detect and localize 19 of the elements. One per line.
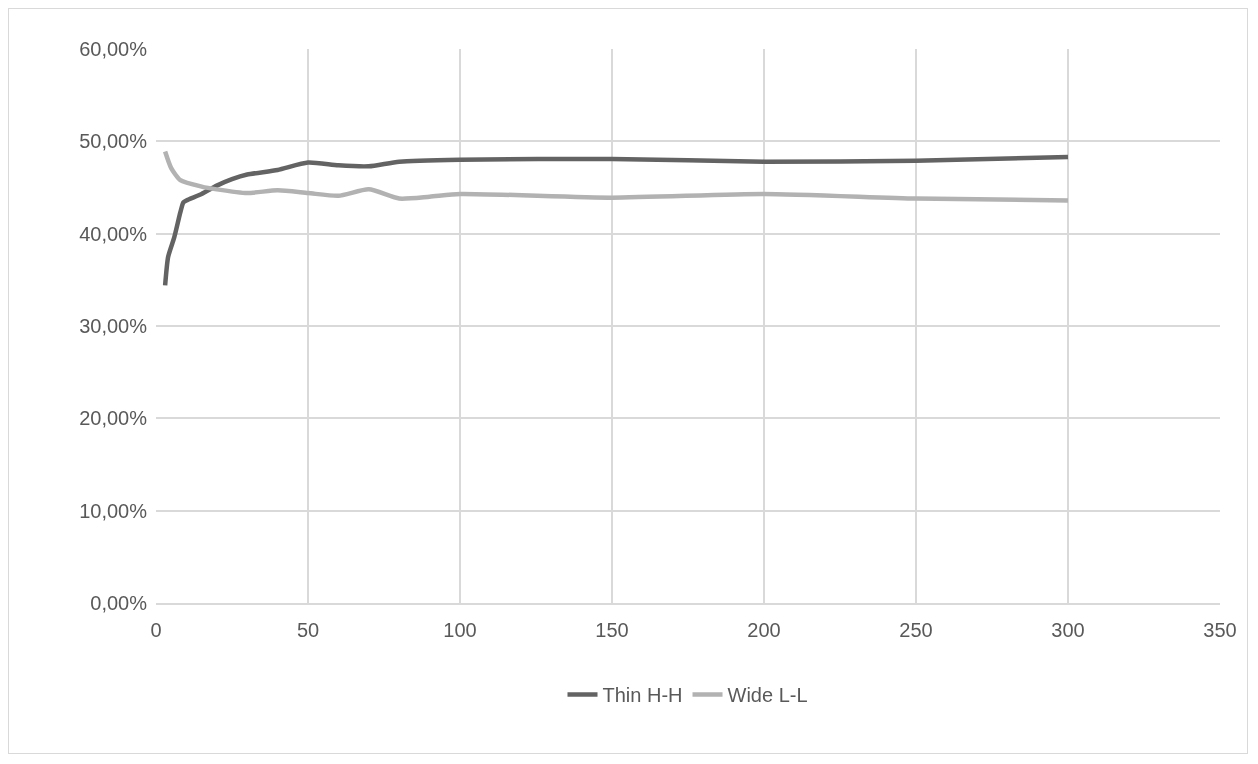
legend-label: Thin H-H — [602, 684, 683, 707]
y-tick-label: 50,00% — [79, 130, 148, 153]
x-tick-label: 100 — [443, 619, 477, 641]
y-tick-label: 20,00% — [79, 407, 148, 430]
line-series — [162, 154, 1071, 288]
x-tick-label: 0 — [150, 619, 162, 641]
line-series — [162, 149, 1071, 203]
y-tick-label: 30,00% — [79, 315, 148, 337]
y-tick-label: 10,00% — [79, 499, 148, 522]
x-tick-label: 250 — [899, 619, 933, 641]
x-tick-label: 200 — [747, 619, 781, 641]
x-tick-label: 50 — [296, 619, 320, 641]
y-tick-label: 0,00% — [90, 592, 148, 614]
y-tick-label: 60,00% — [79, 38, 148, 60]
x-tick-label: 150 — [595, 619, 629, 641]
legend-label: Wide L-L — [727, 684, 808, 707]
y-tick-label: 40,00% — [79, 222, 148, 245]
x-tick-label: 300 — [1051, 619, 1085, 641]
x-tick-label: 350 — [1203, 619, 1237, 641]
